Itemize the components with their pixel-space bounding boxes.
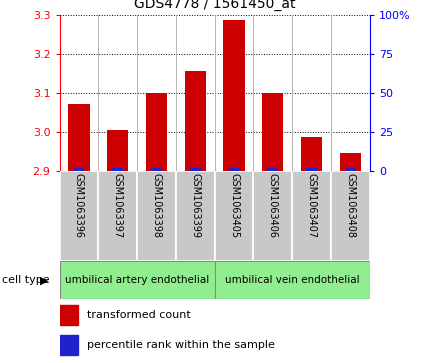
Bar — [215, 261, 370, 299]
Bar — [267, 168, 278, 171]
Text: GSM1063408: GSM1063408 — [346, 173, 355, 238]
Bar — [306, 168, 317, 171]
Bar — [345, 168, 356, 171]
Bar — [68, 104, 90, 171]
Text: GSM1063407: GSM1063407 — [306, 173, 317, 238]
Title: GDS4778 / 1561450_at: GDS4778 / 1561450_at — [134, 0, 295, 11]
Bar — [137, 171, 176, 261]
Bar — [215, 171, 253, 261]
Text: umbilical artery endothelial: umbilical artery endothelial — [65, 276, 209, 285]
Bar — [224, 20, 245, 171]
Bar — [60, 261, 215, 299]
Bar — [112, 168, 123, 171]
Text: GSM1063397: GSM1063397 — [113, 173, 123, 238]
Bar — [98, 171, 137, 261]
Bar — [229, 168, 239, 171]
Bar — [176, 171, 215, 261]
Text: umbilical vein endothelial: umbilical vein endothelial — [225, 276, 360, 285]
Bar — [151, 168, 162, 171]
Bar — [146, 93, 167, 171]
Text: percentile rank within the sample: percentile rank within the sample — [88, 340, 275, 350]
Bar — [74, 168, 84, 171]
Bar — [331, 171, 370, 261]
Text: GSM1063405: GSM1063405 — [229, 173, 239, 238]
Text: transformed count: transformed count — [88, 310, 191, 320]
Bar — [262, 93, 283, 171]
Bar — [292, 171, 331, 261]
Bar — [107, 130, 128, 171]
Bar — [253, 171, 292, 261]
Bar — [340, 153, 361, 171]
Bar — [190, 168, 201, 171]
Bar — [184, 71, 206, 171]
Bar — [60, 306, 78, 325]
Bar — [60, 335, 78, 355]
Text: GSM1063396: GSM1063396 — [74, 173, 84, 238]
Bar — [60, 171, 98, 261]
Text: cell type: cell type — [2, 276, 50, 285]
Text: GSM1063406: GSM1063406 — [268, 173, 278, 238]
Text: GSM1063399: GSM1063399 — [190, 173, 200, 238]
Text: ▶: ▶ — [40, 276, 49, 285]
Text: GSM1063398: GSM1063398 — [151, 173, 162, 238]
Bar — [301, 138, 322, 171]
